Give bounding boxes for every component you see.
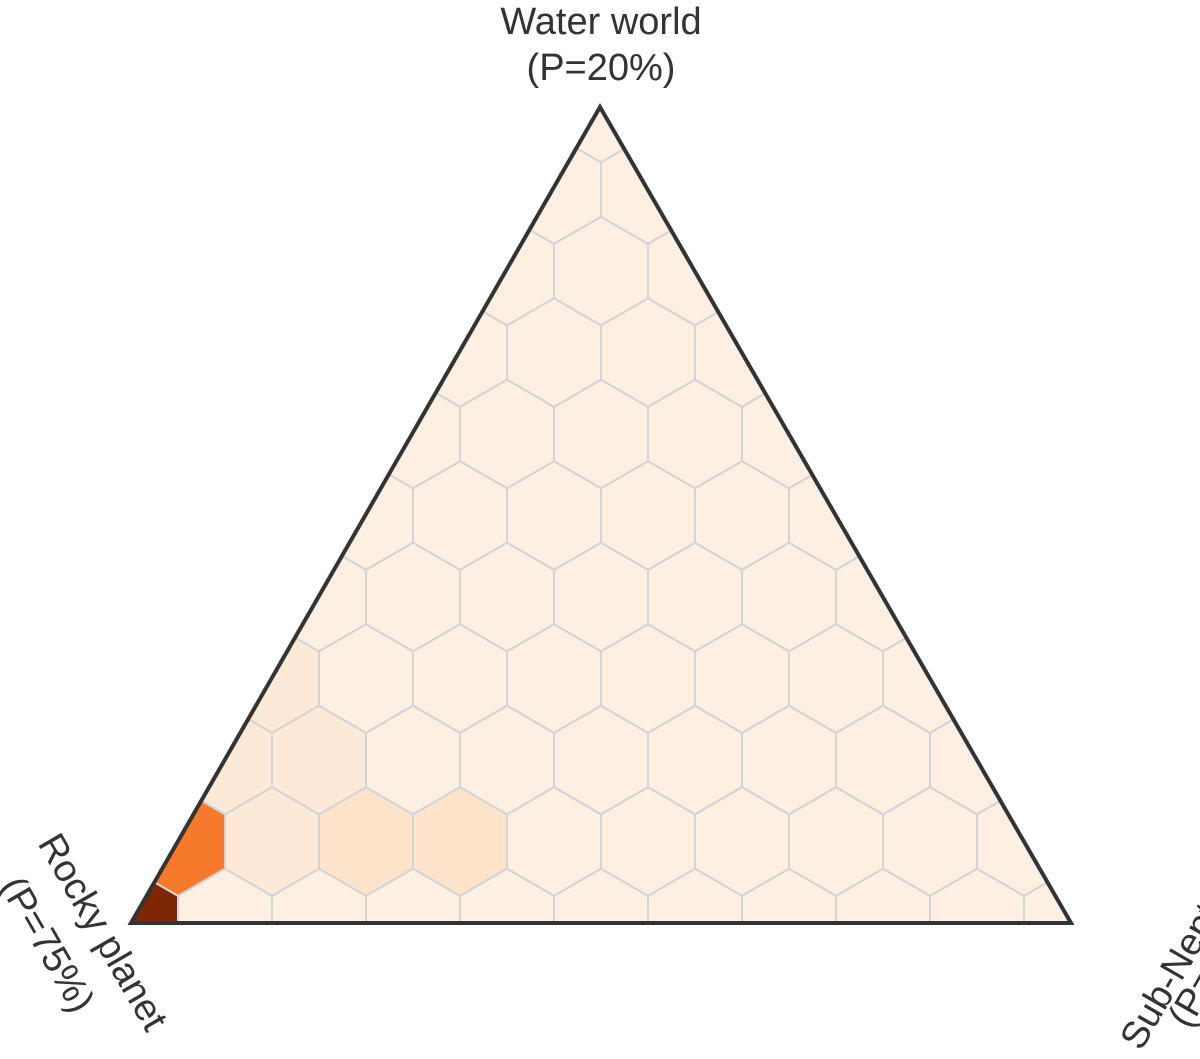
hex-cell	[1118, 706, 1200, 815]
hex-cell	[1165, 135, 1200, 244]
hex-cell	[131, 623, 132, 734]
ternary-triangle	[127, 102, 1075, 925]
hex-cell	[0, 54, 84, 163]
hex-cell	[1165, 461, 1200, 570]
hex-cell	[882, 134, 978, 245]
hex-cell	[413, 0, 507, 81]
hex-cell	[929, 378, 1025, 490]
hex-cell	[1165, 0, 1200, 81]
hex-cell	[131, 704, 179, 816]
hex-cell	[224, 134, 320, 245]
hex-cell	[882, 460, 978, 571]
vertex-prob-water-world: (P=20%)	[527, 47, 676, 89]
hex-cell	[1070, 134, 1071, 245]
hex-cell	[131, 460, 132, 571]
hex-cell	[131, 215, 179, 327]
hex-cell	[1118, 54, 1200, 163]
hex-cell	[177, 378, 273, 490]
hex-cell	[1071, 0, 1165, 81]
hex-cell	[741, 107, 837, 164]
hex-cell	[1070, 623, 1071, 734]
hex-cell	[788, 297, 884, 408]
hex-cell	[695, 0, 789, 81]
hex-cell	[365, 107, 461, 164]
hex-cell	[0, 217, 84, 326]
hex-cell	[976, 134, 1071, 245]
hex-cell	[131, 0, 225, 81]
hex-cell	[318, 297, 414, 408]
hex-cell	[271, 378, 367, 490]
hex-cell	[1165, 787, 1200, 896]
hex-cell	[131, 541, 179, 653]
hex-cell	[271, 107, 367, 164]
hex-cell	[37, 0, 131, 81]
hex-cell	[1023, 107, 1071, 164]
hex-cell	[1023, 215, 1071, 327]
hex-cell	[0, 380, 84, 489]
hex-cell	[131, 134, 132, 245]
hex-cell	[131, 460, 226, 571]
hex-cell	[1118, 543, 1200, 652]
hex-cell	[131, 297, 226, 408]
hex-cell	[0, 706, 84, 815]
hex-cell	[1118, 217, 1200, 326]
hex-cell	[131, 378, 179, 490]
hex-cell	[929, 541, 1025, 653]
hex-cell	[883, 0, 977, 81]
vertex-label-water-world: Water world	[500, 1, 701, 43]
hex-cell	[976, 623, 1071, 734]
hex-cell	[1023, 541, 1071, 653]
hex-cell	[741, 215, 837, 327]
hex-cell	[131, 107, 179, 164]
hex-cell	[318, 134, 414, 245]
hex-cell	[1165, 624, 1200, 733]
hex-cell	[835, 107, 931, 164]
hex-cell	[1070, 297, 1071, 408]
hex-cell	[177, 107, 273, 164]
hex-cell	[788, 134, 884, 245]
hex-cell	[694, 134, 790, 245]
hex-cell	[977, 0, 1071, 81]
hex-cell	[835, 378, 931, 490]
hex-cell	[976, 297, 1071, 408]
hex-cell	[882, 297, 978, 408]
hex-cell	[225, 0, 319, 81]
hex-cell	[929, 107, 1025, 164]
hex-cell	[131, 134, 226, 245]
hex-cell	[1070, 460, 1071, 571]
hex-cell	[0, 543, 84, 652]
hex-cell	[319, 0, 413, 81]
hex-cell	[835, 215, 931, 327]
hex-cell	[131, 297, 132, 408]
hex-cell	[1023, 378, 1071, 490]
hex-cell	[789, 0, 883, 81]
hex-cell	[177, 541, 273, 653]
hex-cell	[1023, 704, 1071, 816]
hex-cell	[271, 215, 367, 327]
hex-cell	[929, 215, 1025, 327]
hex-cell	[224, 460, 320, 571]
hex-cell	[177, 215, 273, 327]
hex-cell	[412, 134, 508, 245]
hex-cell	[224, 297, 320, 408]
hex-cell	[131, 623, 226, 734]
hex-cell	[1165, 298, 1200, 407]
hex-cell	[1118, 380, 1200, 489]
hex-cell	[976, 460, 1071, 571]
hex-cell	[365, 215, 461, 327]
hex-cell	[1070, 786, 1071, 897]
